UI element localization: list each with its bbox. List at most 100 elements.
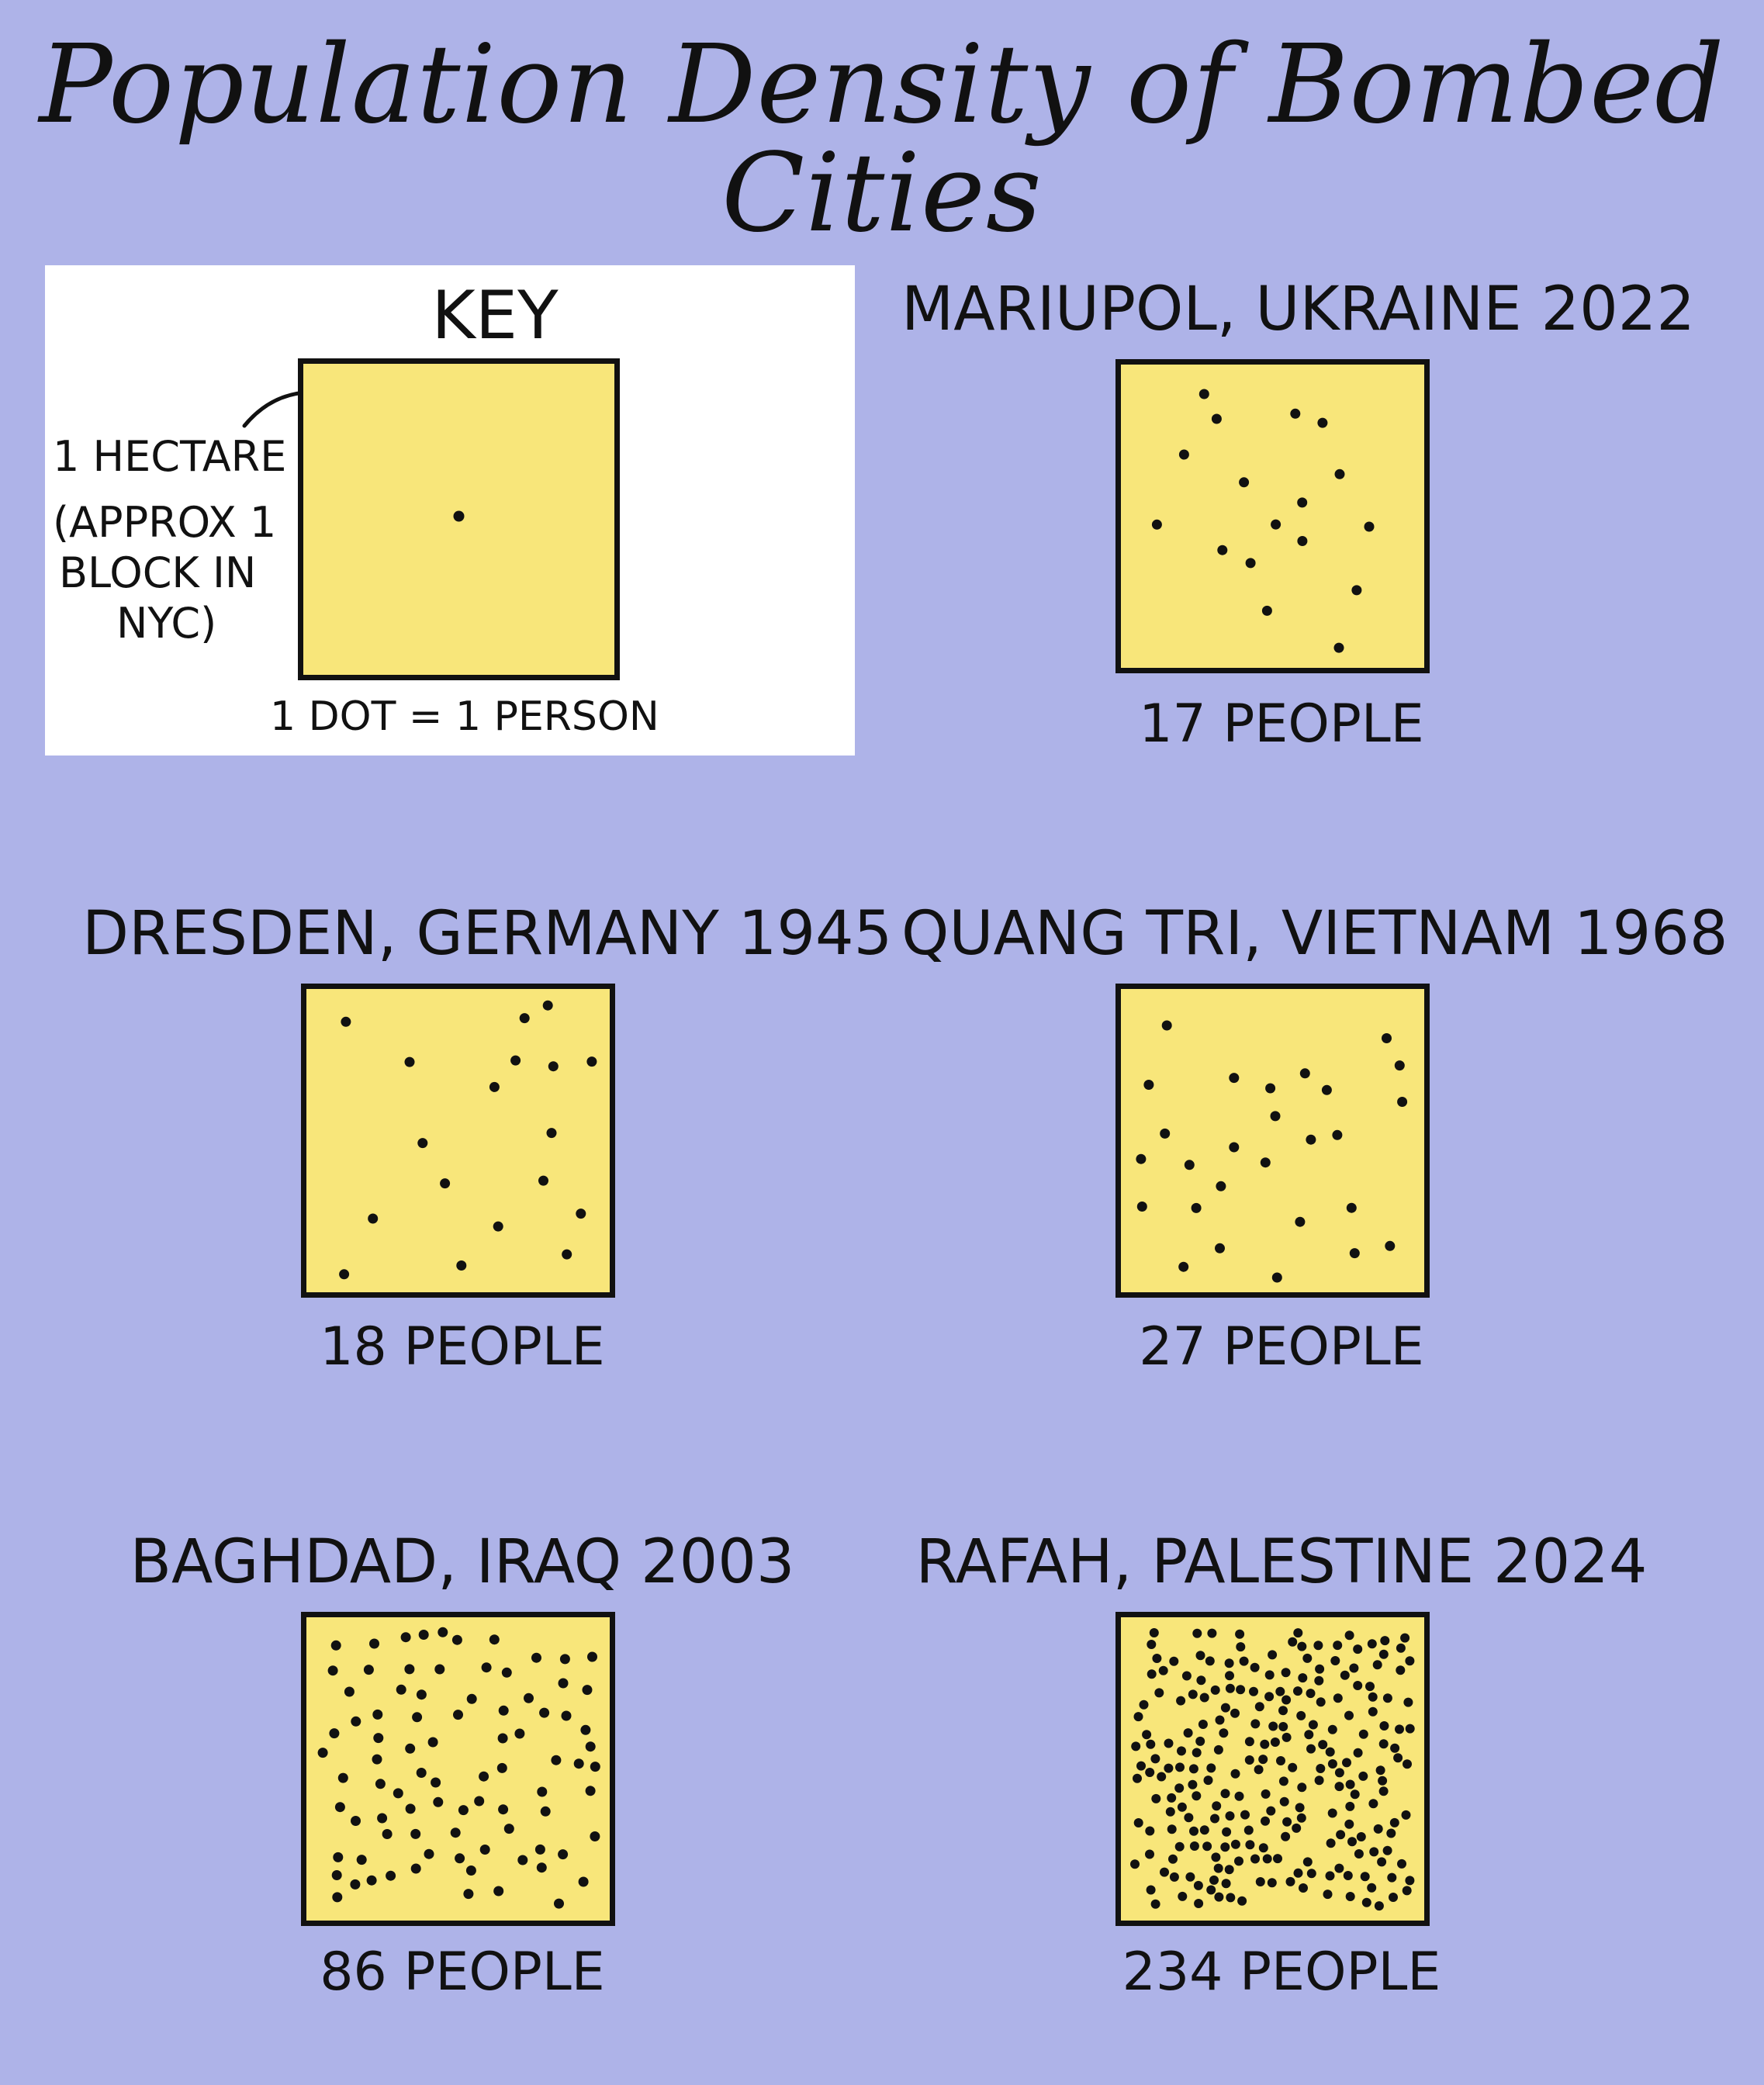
chart-title: Population Density of Bombed Cities bbox=[39, 22, 1725, 257]
person-dot bbox=[524, 1693, 534, 1703]
person-dot bbox=[405, 1743, 416, 1754]
city-square bbox=[1115, 984, 1430, 1298]
person-dot bbox=[400, 1632, 411, 1643]
person-dot bbox=[1185, 1872, 1195, 1882]
person-dot bbox=[548, 1061, 559, 1072]
person-dot bbox=[1194, 1899, 1204, 1908]
person-dot bbox=[1358, 1729, 1368, 1739]
person-dot bbox=[1239, 477, 1250, 488]
person-dot bbox=[1216, 1181, 1226, 1191]
person-dot bbox=[578, 1876, 589, 1887]
person-dot bbox=[1131, 1741, 1141, 1751]
person-dot bbox=[1281, 1695, 1292, 1705]
person-dot bbox=[433, 1796, 444, 1807]
person-dot bbox=[1353, 1681, 1363, 1690]
person-dot bbox=[558, 1849, 569, 1860]
person-dot bbox=[1221, 1879, 1231, 1889]
person-dot bbox=[1136, 1153, 1147, 1164]
person-dot bbox=[1279, 1796, 1289, 1807]
person-dot bbox=[1271, 519, 1281, 530]
person-dot bbox=[1327, 1808, 1337, 1818]
person-dot bbox=[1258, 1843, 1268, 1853]
person-dot bbox=[1334, 1768, 1344, 1778]
person-dot bbox=[375, 1779, 386, 1789]
person-dot bbox=[1313, 1641, 1323, 1651]
person-dot bbox=[1402, 1886, 1412, 1896]
person-dot bbox=[1405, 1656, 1415, 1666]
person-dot bbox=[1400, 1633, 1410, 1643]
person-dot bbox=[1192, 1748, 1202, 1758]
person-dot bbox=[410, 1828, 421, 1839]
person-dot bbox=[404, 1056, 415, 1067]
person-dot bbox=[1264, 1670, 1275, 1680]
person-dot bbox=[1368, 1692, 1378, 1702]
person-dot bbox=[1164, 1738, 1174, 1748]
person-dot bbox=[1154, 1688, 1164, 1698]
person-dot bbox=[1158, 1665, 1168, 1675]
person-dot bbox=[1281, 1668, 1291, 1678]
dot-field bbox=[317, 1627, 600, 1909]
person-dot bbox=[1133, 1773, 1142, 1783]
person-dot bbox=[1344, 1819, 1354, 1829]
person-dot bbox=[1178, 449, 1189, 460]
person-dot bbox=[1278, 1722, 1288, 1731]
person-dot bbox=[451, 1634, 462, 1645]
person-dot bbox=[1396, 1643, 1406, 1653]
person-dot bbox=[1183, 1728, 1193, 1738]
person-dot bbox=[1260, 1739, 1270, 1749]
person-dot bbox=[1401, 1810, 1411, 1820]
person-dot bbox=[1234, 1791, 1244, 1801]
city-panel-mariupol: MARIUPOL, UKRAINE 2022 17 PEOPLE bbox=[901, 275, 1695, 760]
person-dot bbox=[539, 1707, 550, 1718]
person-dot bbox=[1288, 1637, 1298, 1647]
person-dot bbox=[1375, 1765, 1385, 1776]
person-dot bbox=[1302, 1653, 1313, 1663]
person-dot bbox=[1210, 1814, 1219, 1824]
city-panel-quang-tri: QUANG TRI, VIETNAM 1968 27 PEOPLE bbox=[901, 904, 1728, 1385]
person-dot bbox=[1188, 1764, 1198, 1774]
person-dot bbox=[1306, 1869, 1316, 1879]
person-dot bbox=[1192, 1628, 1202, 1638]
person-dot bbox=[536, 1862, 547, 1873]
person-dot bbox=[1288, 1762, 1298, 1772]
person-dot bbox=[1361, 1897, 1371, 1907]
person-dot bbox=[463, 1889, 474, 1900]
person-dot bbox=[1224, 1865, 1234, 1875]
person-dot bbox=[1397, 1859, 1406, 1869]
person-dot bbox=[493, 1886, 504, 1897]
person-dot bbox=[1230, 1769, 1240, 1779]
person-dot bbox=[1379, 1721, 1389, 1731]
person-dot bbox=[1188, 1779, 1198, 1789]
person-dot bbox=[1244, 1737, 1254, 1747]
city-name: BAGHDAD, IRAQ 2003 bbox=[130, 1527, 795, 1597]
person-dot bbox=[496, 1762, 507, 1773]
person-dot bbox=[1215, 1715, 1225, 1725]
person-dot bbox=[1340, 1670, 1350, 1680]
person-dot bbox=[1270, 1738, 1280, 1747]
key-dot-field bbox=[453, 510, 465, 522]
person-dot bbox=[1250, 1719, 1261, 1729]
city-count: 27 PEOPLE bbox=[1139, 1316, 1424, 1378]
person-dot bbox=[1316, 1697, 1326, 1707]
person-dot bbox=[372, 1709, 383, 1720]
person-dot bbox=[1250, 1662, 1260, 1672]
person-dot bbox=[1184, 1160, 1195, 1170]
person-dot bbox=[1281, 1831, 1291, 1841]
person-dot bbox=[1323, 1890, 1333, 1900]
person-dot bbox=[546, 1128, 557, 1139]
person-dot bbox=[534, 1844, 545, 1855]
person-dot bbox=[1351, 585, 1362, 596]
person-dot bbox=[1169, 1656, 1179, 1666]
person-dot bbox=[1377, 1857, 1387, 1867]
person-dot bbox=[1321, 1084, 1332, 1095]
city-square bbox=[1115, 1612, 1430, 1926]
person-dot bbox=[344, 1686, 355, 1697]
person-dot bbox=[418, 1630, 429, 1640]
person-dot bbox=[576, 1208, 586, 1219]
city-name: MARIUPOL, UKRAINE 2022 bbox=[901, 275, 1695, 344]
person-dot bbox=[1181, 1671, 1192, 1681]
person-dot bbox=[1255, 1877, 1265, 1886]
person-dot bbox=[1382, 1845, 1392, 1855]
person-dot bbox=[1234, 1856, 1243, 1866]
person-dot bbox=[1297, 1641, 1307, 1651]
